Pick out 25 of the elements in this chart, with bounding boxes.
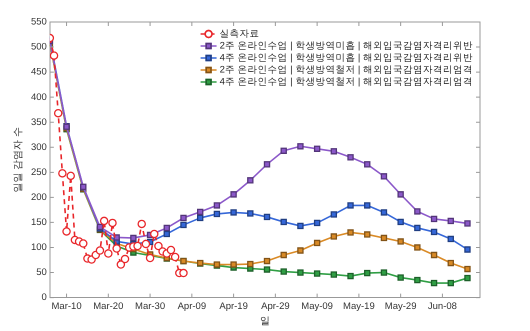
y-tick-label: 50 — [36, 267, 47, 278]
legend-label: 실측자료 — [220, 28, 260, 40]
x-tick-label: May-19 — [343, 300, 375, 312]
y-tick-label: 150 — [30, 217, 47, 228]
x-tick-label: Apr-29 — [261, 300, 290, 312]
y-tick-label: 0 — [42, 292, 47, 304]
y-tick-label: 550 — [30, 16, 47, 28]
x-tick-label: Apr-19 — [219, 300, 248, 312]
y-tick-label: 450 — [30, 66, 47, 78]
x-tick-label: May-29 — [384, 300, 416, 312]
y-tick-label: 300 — [30, 142, 47, 153]
y-tick-label: 500 — [30, 42, 47, 53]
y-tick-label: 350 — [30, 116, 47, 128]
x-tick-label: Mar-30 — [135, 300, 166, 312]
y-tick-label: 400 — [30, 92, 47, 103]
y-axis-title: 일일 감염자 수 — [12, 127, 24, 193]
x-tick-label: Jun-08 — [428, 300, 457, 312]
x-tick-label: Apr-09 — [178, 300, 206, 312]
x-tick-label: Mar-10 — [52, 300, 82, 312]
y-tick-label: 100 — [30, 242, 47, 254]
y-tick-label: 200 — [30, 192, 47, 204]
y-tick-label: 250 — [30, 166, 47, 178]
x-tick-label: Mar-20 — [93, 300, 124, 312]
x-axis-title: 일 — [260, 316, 270, 327]
x-tick-label: May-09 — [301, 300, 333, 312]
